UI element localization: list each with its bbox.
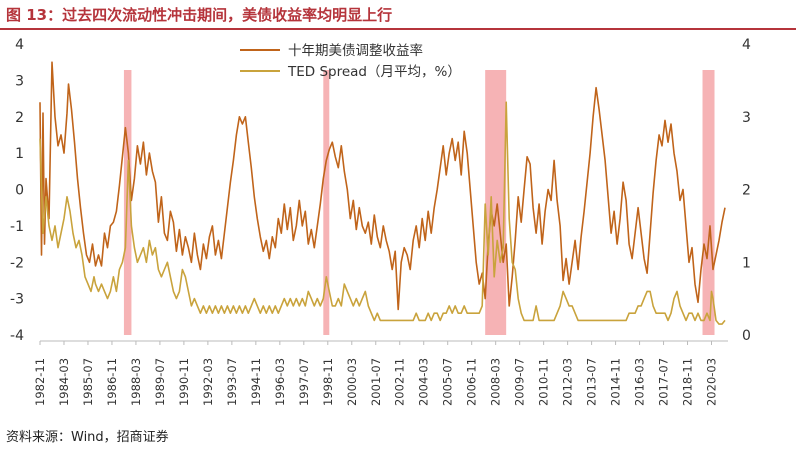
y-left-tick-label: 1 — [15, 146, 24, 162]
x-tick-label: 2005-07 — [441, 358, 455, 406]
x-tick-label: 1992-03 — [201, 358, 215, 406]
chart-axes: -4 -3 -2 -1 0 1 2 3 4 0 1 2 3 4 1982-11 1984-03 1985-07 1… — [10, 37, 751, 406]
x-tick-label: 2018-11 — [681, 358, 695, 406]
x-tick-label: 1993-07 — [225, 358, 239, 406]
figure-title: 图 13：过去四次流动性冲击期间，美债收益率均明显上行 — [6, 6, 393, 24]
x-tick-label: 1986-11 — [105, 358, 119, 406]
x-tick-label: 1989-07 — [153, 358, 167, 406]
x-tick-label: 2001-07 — [369, 358, 383, 406]
legend-label-1: 十年期美债调整收益率 — [288, 42, 423, 59]
chart-series — [39, 61, 726, 325]
y-right-tick-label: 2 — [742, 183, 751, 199]
series-line-1 — [39, 61, 726, 311]
x-tick-label: 2008-03 — [489, 358, 503, 406]
x-tick-label: 2016-03 — [633, 358, 647, 406]
y-right-tick-label: 1 — [742, 255, 751, 271]
y-right-tick-label: 4 — [742, 37, 751, 53]
x-tick-label: 2012-03 — [561, 358, 575, 406]
x-tick-label: 1988-03 — [129, 358, 143, 406]
x-tick-label: 2000-03 — [345, 358, 359, 406]
y-left-tick-label: -2 — [10, 255, 24, 271]
x-tick-label: 2002-11 — [393, 358, 407, 406]
y-left-tick-label: 3 — [15, 73, 24, 89]
shaded-period-2 — [323, 70, 330, 335]
x-tick-label: 2004-03 — [417, 358, 431, 406]
line-chart: -4 -3 -2 -1 0 1 2 3 4 0 1 2 3 4 1982-11 1984-03 1985-07 1… — [10, 37, 751, 406]
x-tick-label: 1994-11 — [249, 358, 263, 406]
x-tick-label: 1997-07 — [297, 358, 311, 406]
x-tick-label: 1984-03 — [57, 358, 71, 406]
y-left-tick-label: -3 — [10, 292, 24, 308]
y-left-tick-label: 0 — [15, 183, 24, 199]
x-tick-label: 1982-11 — [33, 358, 47, 406]
legend-label-2: TED Spread（月平均，%） — [287, 64, 461, 80]
shaded-period-4 — [702, 70, 715, 335]
x-tick-label: 2020-03 — [705, 358, 719, 406]
source-note: 资料来源：Wind，招商证券 — [6, 430, 169, 445]
x-tick-label: 2013-07 — [585, 358, 599, 406]
x-tick-label: 2006-11 — [465, 358, 479, 406]
x-tick-label: 1996-03 — [273, 358, 287, 406]
y-left-tick-label: 4 — [15, 37, 24, 53]
x-tick-label: 1998-11 — [321, 358, 335, 406]
y-left-tick-label: -4 — [10, 328, 24, 344]
x-tick-label: 2014-11 — [609, 358, 623, 406]
y-right-tick-label: 3 — [742, 110, 751, 126]
x-tick-label: 2009-07 — [513, 358, 527, 406]
y-left-tick-label: 2 — [15, 110, 24, 126]
x-tick-label: 2010-11 — [537, 358, 551, 406]
title-divider — [0, 28, 796, 30]
x-tick-label: 1985-07 — [81, 358, 95, 406]
y-left-tick-label: -1 — [10, 219, 24, 235]
x-tick-label: 2017-07 — [657, 358, 671, 406]
y-right-tick-label: 0 — [742, 328, 751, 344]
x-tick-label: 1990-11 — [177, 358, 191, 406]
chart-legend: 十年期美债调整收益率 TED Spread（月平均，%） — [240, 42, 461, 80]
shaded-period-3 — [485, 70, 507, 335]
series-line-2 — [39, 101, 726, 325]
